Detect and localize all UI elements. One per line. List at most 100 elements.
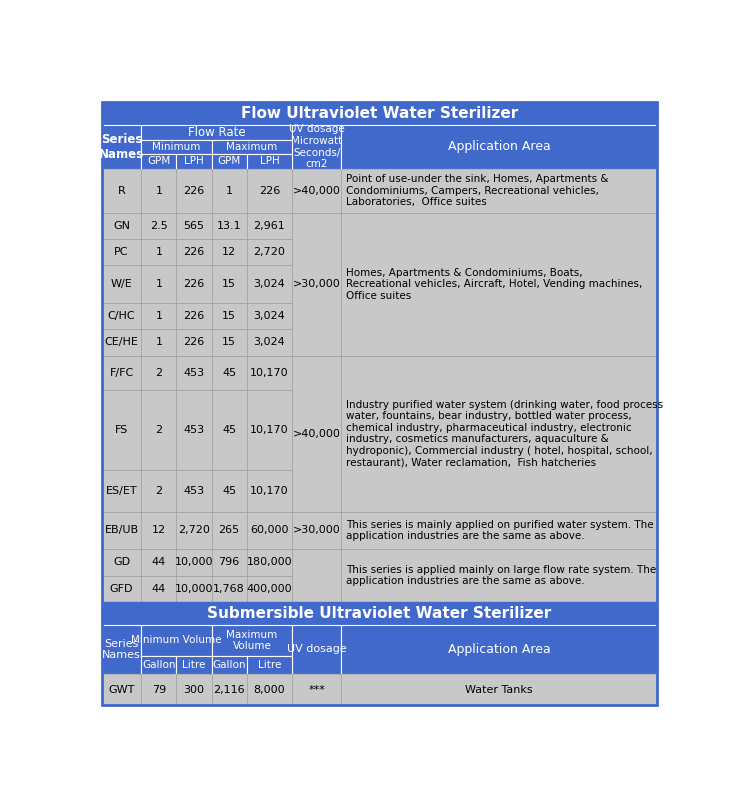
Text: GPM: GPM (147, 156, 171, 166)
Bar (141, 470, 177, 512)
Bar (102, 125, 141, 169)
Bar (141, 303, 177, 330)
Bar (177, 330, 212, 356)
Text: 2,720: 2,720 (178, 525, 210, 536)
Text: GFD: GFD (110, 583, 133, 594)
Bar (292, 549, 341, 602)
Text: Point of use-under the sink, Homes, Apartments &
Condominiums, Campers, Recreati: Point of use-under the sink, Homes, Apar… (346, 174, 608, 207)
Text: This series is mainly applied on purified water system. The
application industri: This series is mainly applied on purifie… (346, 520, 653, 541)
Bar (292, 213, 341, 356)
Bar (141, 265, 177, 303)
Text: 44: 44 (152, 583, 166, 594)
Text: PC: PC (115, 248, 129, 257)
Text: 3,024: 3,024 (254, 279, 286, 289)
Bar (141, 213, 177, 239)
Bar (102, 303, 141, 330)
Bar (177, 303, 212, 330)
Bar (212, 470, 246, 512)
Text: 3,024: 3,024 (254, 338, 286, 348)
Bar (177, 213, 212, 239)
Bar (212, 674, 246, 705)
Text: 8,000: 8,000 (254, 685, 286, 695)
Bar (102, 356, 141, 390)
Bar (177, 549, 212, 576)
Bar (141, 140, 212, 154)
Text: Series
Names: Series Names (99, 133, 144, 161)
Text: 265: 265 (218, 525, 240, 536)
Bar (177, 154, 212, 169)
Text: 1: 1 (155, 338, 163, 348)
Text: Maximum
Volume: Maximum Volume (226, 630, 278, 651)
Bar (212, 303, 246, 330)
Bar (102, 602, 656, 625)
Text: Application Area: Application Area (448, 643, 551, 656)
Text: Industry purified water system (drinking water, food process
water, fountains, b: Industry purified water system (drinking… (346, 400, 663, 467)
Text: EB/UB: EB/UB (104, 525, 138, 536)
Text: 453: 453 (184, 368, 204, 378)
Bar (102, 625, 141, 674)
Text: 10,000: 10,000 (175, 557, 213, 568)
Bar (212, 169, 246, 213)
Text: C/HC: C/HC (108, 311, 135, 322)
Bar (246, 303, 292, 330)
Bar (141, 169, 177, 213)
Bar (341, 125, 656, 169)
Text: 1: 1 (155, 279, 163, 289)
Bar (102, 549, 141, 576)
Bar (141, 125, 292, 140)
Text: 15: 15 (222, 279, 236, 289)
Bar (177, 576, 212, 602)
Bar (246, 390, 292, 470)
Bar (141, 625, 212, 656)
Text: 79: 79 (152, 685, 166, 695)
Text: 453: 453 (184, 425, 204, 435)
Bar (212, 239, 246, 265)
Text: 13.1: 13.1 (217, 221, 241, 231)
Bar (102, 169, 141, 213)
Bar (341, 549, 656, 602)
Text: 300: 300 (184, 685, 204, 695)
Text: Submersible Ultraviolet Water Sterilizer: Submersible Ultraviolet Water Sterilizer (207, 606, 551, 621)
Bar (246, 330, 292, 356)
Bar (141, 576, 177, 602)
Text: >40,000: >40,000 (293, 185, 340, 196)
Bar (102, 390, 141, 470)
Bar (177, 470, 212, 512)
Bar (177, 239, 212, 265)
Bar (246, 265, 292, 303)
Text: 1,768: 1,768 (213, 583, 245, 594)
Bar (212, 154, 246, 169)
Bar (341, 356, 656, 512)
Text: 2: 2 (155, 486, 163, 496)
Text: 400,000: 400,000 (246, 583, 292, 594)
Bar (292, 512, 341, 549)
Text: 45: 45 (222, 368, 236, 378)
Text: Series
Names: Series Names (102, 638, 141, 660)
Bar (246, 154, 292, 169)
Text: 226: 226 (259, 185, 280, 196)
Text: Water Tanks: Water Tanks (465, 685, 533, 695)
Bar (212, 265, 246, 303)
Bar (292, 125, 341, 169)
Bar (141, 656, 177, 674)
Text: 44: 44 (152, 557, 166, 568)
Bar (212, 576, 246, 602)
Bar (246, 470, 292, 512)
Bar (341, 512, 656, 549)
Bar (141, 549, 177, 576)
Text: LPH: LPH (184, 156, 204, 166)
Bar (141, 512, 177, 549)
Bar (141, 356, 177, 390)
Text: Homes, Apartments & Condominiums, Boats,
Recreational vehicles, Aircraft, Hotel,: Homes, Apartments & Condominiums, Boats,… (346, 267, 642, 301)
Bar (292, 356, 341, 512)
Bar (141, 674, 177, 705)
Text: Maximum: Maximum (226, 142, 278, 152)
Text: 1: 1 (155, 311, 163, 322)
Bar (141, 390, 177, 470)
Bar (246, 239, 292, 265)
Text: GWT: GWT (109, 685, 135, 695)
Bar (102, 102, 656, 705)
Text: 796: 796 (218, 557, 240, 568)
Bar (141, 154, 177, 169)
Text: 45: 45 (222, 425, 236, 435)
